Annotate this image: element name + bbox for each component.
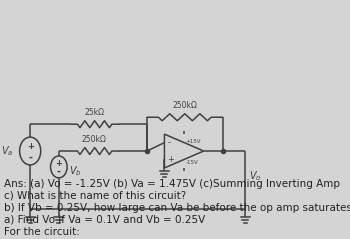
Text: $V_a$: $V_a$ — [1, 144, 14, 158]
Text: c) What is the name of this circuit?: c) What is the name of this circuit? — [4, 191, 186, 201]
Text: +: + — [55, 159, 62, 168]
Text: 250kΩ: 250kΩ — [82, 135, 107, 144]
Text: $V_b$: $V_b$ — [69, 164, 82, 178]
Text: -: - — [28, 152, 32, 162]
Text: +: + — [27, 142, 34, 151]
Text: -: - — [167, 138, 170, 147]
Text: +15V: +15V — [186, 139, 201, 144]
Text: $V_o$: $V_o$ — [249, 169, 261, 183]
Text: 25kΩ: 25kΩ — [84, 108, 104, 117]
Text: +: + — [167, 155, 174, 164]
Text: a) Find Vo if Va = 0.1V and Vb = 0.25V: a) Find Vo if Va = 0.1V and Vb = 0.25V — [4, 215, 205, 225]
Text: -: - — [57, 167, 61, 177]
Text: b) If Vb = 0.25V, how large can Va be before the op amp saturates?: b) If Vb = 0.25V, how large can Va be be… — [4, 203, 350, 213]
Text: -15V: -15V — [186, 160, 198, 165]
Text: 250kΩ: 250kΩ — [172, 101, 197, 110]
Text: Ans: (a) Vo = -1.25V (b) Va = 1.475V (c)Summing Inverting Amp: Ans: (a) Vo = -1.25V (b) Va = 1.475V (c)… — [4, 179, 340, 189]
Text: For the circuit:: For the circuit: — [4, 227, 80, 237]
